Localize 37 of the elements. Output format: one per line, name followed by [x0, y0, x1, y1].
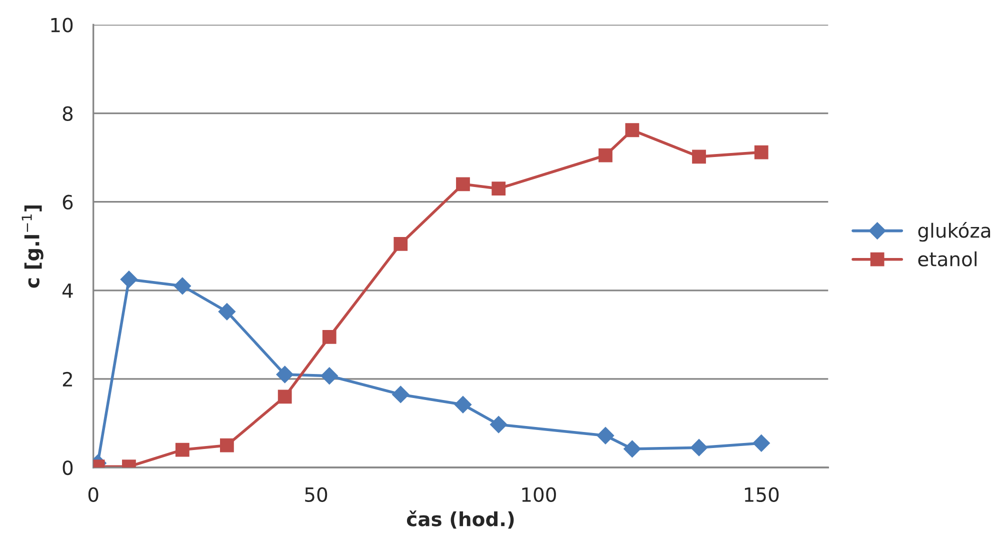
point — [490, 416, 508, 434]
legend-label: glukóza — [918, 222, 990, 242]
point — [624, 440, 641, 458]
point — [174, 277, 191, 295]
x-axis-title: čas (hod.) — [406, 510, 514, 529]
point — [690, 439, 708, 456]
x-tick-label: 50 — [305, 487, 328, 502]
point — [492, 182, 506, 196]
y-axis-title: c [g.l$^{−1}$] — [22, 205, 44, 288]
point — [322, 330, 336, 344]
x-tick-label: 0 — [88, 487, 98, 502]
point — [218, 303, 236, 320]
y-tick-label: 2 — [62, 372, 72, 386]
x-tick-label: 150 — [744, 487, 779, 502]
point — [320, 367, 338, 384]
point — [392, 386, 410, 403]
x-tick-label: 100 — [522, 487, 556, 502]
point — [598, 148, 612, 162]
y-tick-label: 4 — [62, 284, 73, 298]
y-tick-label: 0 — [62, 460, 73, 476]
point — [394, 236, 408, 251]
y-tick-label: 6 — [62, 194, 73, 210]
point — [692, 150, 706, 164]
point — [175, 442, 190, 457]
y-tick-label: 10 — [51, 18, 73, 32]
y-tick-label: 8 — [62, 106, 73, 121]
point — [120, 270, 138, 288]
point — [220, 438, 234, 452]
legend-label: etanol — [918, 251, 976, 266]
point — [754, 145, 768, 160]
point — [456, 177, 470, 192]
point — [625, 123, 640, 138]
point — [596, 427, 614, 444]
point — [278, 390, 292, 404]
point — [752, 434, 770, 452]
point — [276, 366, 294, 384]
point — [454, 396, 472, 414]
